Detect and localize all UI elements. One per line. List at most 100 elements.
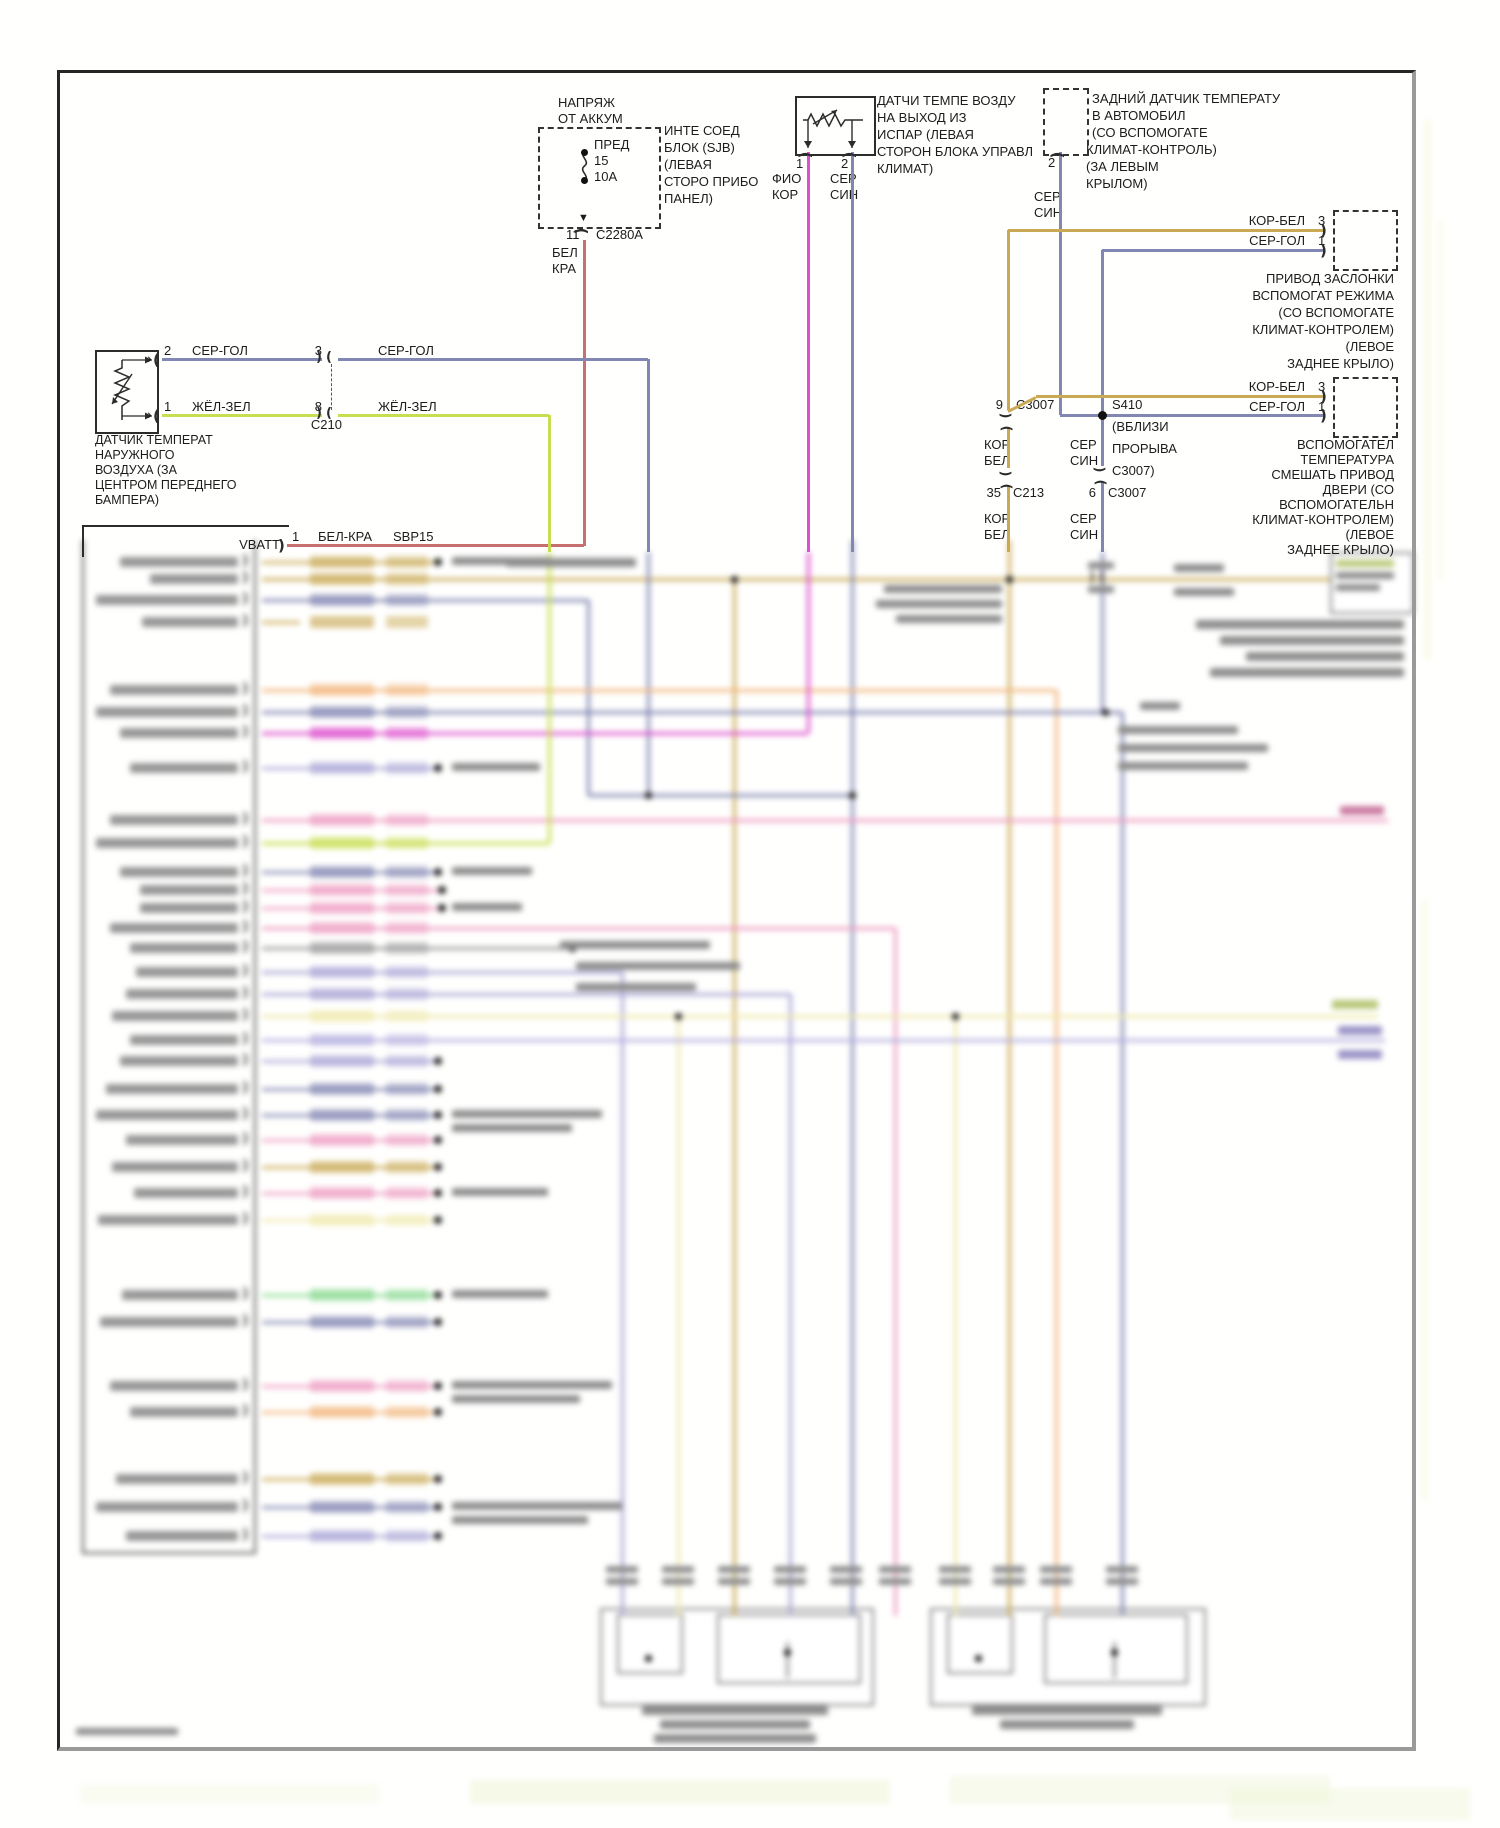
module-row-label (136, 967, 238, 977)
fuse-label: ПРЕД (594, 137, 630, 152)
blurred-text (1000, 1720, 1134, 1729)
sjb-caption-2: БЛОК (SJB) (664, 140, 735, 155)
module-pin-bracket-icon: ) (242, 1403, 249, 1419)
module-pin-bracket-icon: ) (242, 1158, 249, 1174)
wire-color-label (310, 727, 374, 739)
blurred-text (1220, 636, 1404, 645)
splice-dot (438, 904, 446, 912)
act1-pin3: 3 (1318, 213, 1326, 228)
wire-color-label (310, 1473, 374, 1485)
wire-lavender-1040-run (262, 1038, 1385, 1042)
module-row-label (130, 943, 238, 953)
module-row-label (134, 1188, 238, 1198)
wire-rear-sersin (1100, 415, 1104, 466)
wire-sensor-return-bus (850, 540, 854, 1616)
bottom-pin-label (879, 1566, 911, 1573)
wire-color-label (310, 814, 374, 826)
wire-color-label (310, 616, 374, 628)
wire-color-label (310, 942, 374, 954)
blurred-text (1118, 726, 1238, 734)
sjb-caption-1: ИНТЕ СОЕД (664, 123, 740, 138)
rear-caption-4: КЛИМАТ-КОНТРОЛЬ) (1086, 142, 1217, 157)
evap-caption-4: СТОРОН БЛОКА УПРАВЛ (877, 144, 1034, 159)
bottom-pin-label (774, 1566, 806, 1573)
wire-rear-sersin (1058, 152, 1062, 415)
bottom-pin-label (879, 1578, 911, 1585)
module-pin-bracket-icon: ) (242, 759, 249, 775)
junction-dot (730, 575, 738, 583)
bottom-pin-label (1106, 1578, 1138, 1585)
blurred-text (506, 558, 636, 567)
connector-bump-icon: ( (278, 537, 285, 555)
splice-dot (434, 1216, 442, 1224)
oat-wire1-left: ЖЁЛ-ЗЕЛ (192, 399, 251, 414)
module-row-label (120, 1056, 238, 1066)
c213-label: C213 (1013, 485, 1045, 500)
sersin-label1-a: СЕР (1070, 437, 1097, 452)
connector-bump-icon: ( (1320, 222, 1327, 240)
module-pin-bracket-icon: ) (242, 1470, 249, 1486)
blurred-text (896, 615, 1002, 623)
sjb-caption-4: СТОРО ПРИБО (664, 174, 759, 189)
module-row-label (112, 1162, 238, 1172)
wire-evap-sersin (850, 152, 854, 552)
blurred-text (576, 962, 740, 970)
splice-s410-note1: (ВБЛИЗИ (1112, 419, 1169, 434)
module-pin-bracket-icon: ) (242, 703, 249, 719)
module-pin-bracket-icon: ) (242, 1527, 249, 1543)
circuit-code-label (386, 1501, 428, 1513)
connector-dashed-link (331, 364, 332, 410)
inline-connector-icon: ) (1089, 570, 1095, 585)
splice-note (452, 867, 532, 875)
splice-dot (434, 1085, 442, 1093)
module-row-label (126, 989, 238, 999)
wire-orange-run (262, 688, 1056, 692)
act2-caption-7: (ЛЕВОЕ (1345, 527, 1394, 542)
act1-wire2: СЕР-ГОЛ (1249, 233, 1305, 248)
sjb-caption-3: (ЛЕВАЯ (664, 157, 712, 172)
rear-caption-6: КРЫЛОМ) (1086, 176, 1148, 191)
oat-arrow-bottom: › (147, 406, 152, 422)
circuit-code-label (386, 1214, 428, 1226)
wire-oat-zhelzel (162, 413, 322, 417)
wire-pink-820-run (262, 818, 1388, 822)
sjb-wirecolor-2: КРА (552, 261, 577, 276)
wire-color-label (310, 1406, 374, 1418)
wire-color-label (310, 922, 374, 934)
circuit-code-label (386, 1055, 428, 1067)
scan-margin-tint (1420, 900, 1429, 1500)
module-row-label (98, 1215, 238, 1225)
bottom-pin-label (606, 1566, 638, 1573)
circuit-code-label (386, 706, 428, 718)
wire-color-label (310, 1055, 374, 1067)
scan-margin-tint (1438, 220, 1443, 580)
circuit-code-label (386, 866, 428, 878)
splice-dot (434, 1408, 442, 1416)
evap-caption-5: КЛИМАТ) (877, 161, 934, 176)
wire-color-label (310, 884, 374, 896)
wire-oat-sergol (338, 357, 648, 361)
splice-s410-note2: ПРОРЫВА (1112, 441, 1177, 456)
evap-caption-2: НА ВЫХОД ИЗ (877, 110, 967, 125)
bottom-pin-label (830, 1566, 862, 1573)
circuit-code-label (386, 1316, 428, 1328)
splice-dot (434, 1318, 442, 1326)
splice-dot (438, 886, 446, 894)
oat-thermistor-icon (111, 360, 133, 420)
module-pin-bracket-icon: ) (242, 1377, 249, 1393)
wire-sensor-return-bus (646, 552, 650, 795)
module-row-label (96, 707, 238, 717)
wire-korbel-chain (1006, 486, 1010, 552)
circuit-code-label (386, 616, 428, 628)
bottom-pin-label (939, 1566, 971, 1573)
sjb-connector: C2280A (596, 227, 643, 242)
wire-magenta-return (806, 552, 810, 733)
wire-color-label (310, 1010, 374, 1022)
module-pin-bracket-icon: ) (242, 1286, 249, 1302)
module-row-label (126, 1531, 238, 1541)
blurred-text (1336, 572, 1394, 579)
module-row-label (110, 815, 238, 825)
bottom-pin-label (830, 1578, 862, 1585)
inline-connector-icon: ( (1099, 570, 1105, 585)
module-pin-bracket-icon: ) (242, 985, 249, 1001)
